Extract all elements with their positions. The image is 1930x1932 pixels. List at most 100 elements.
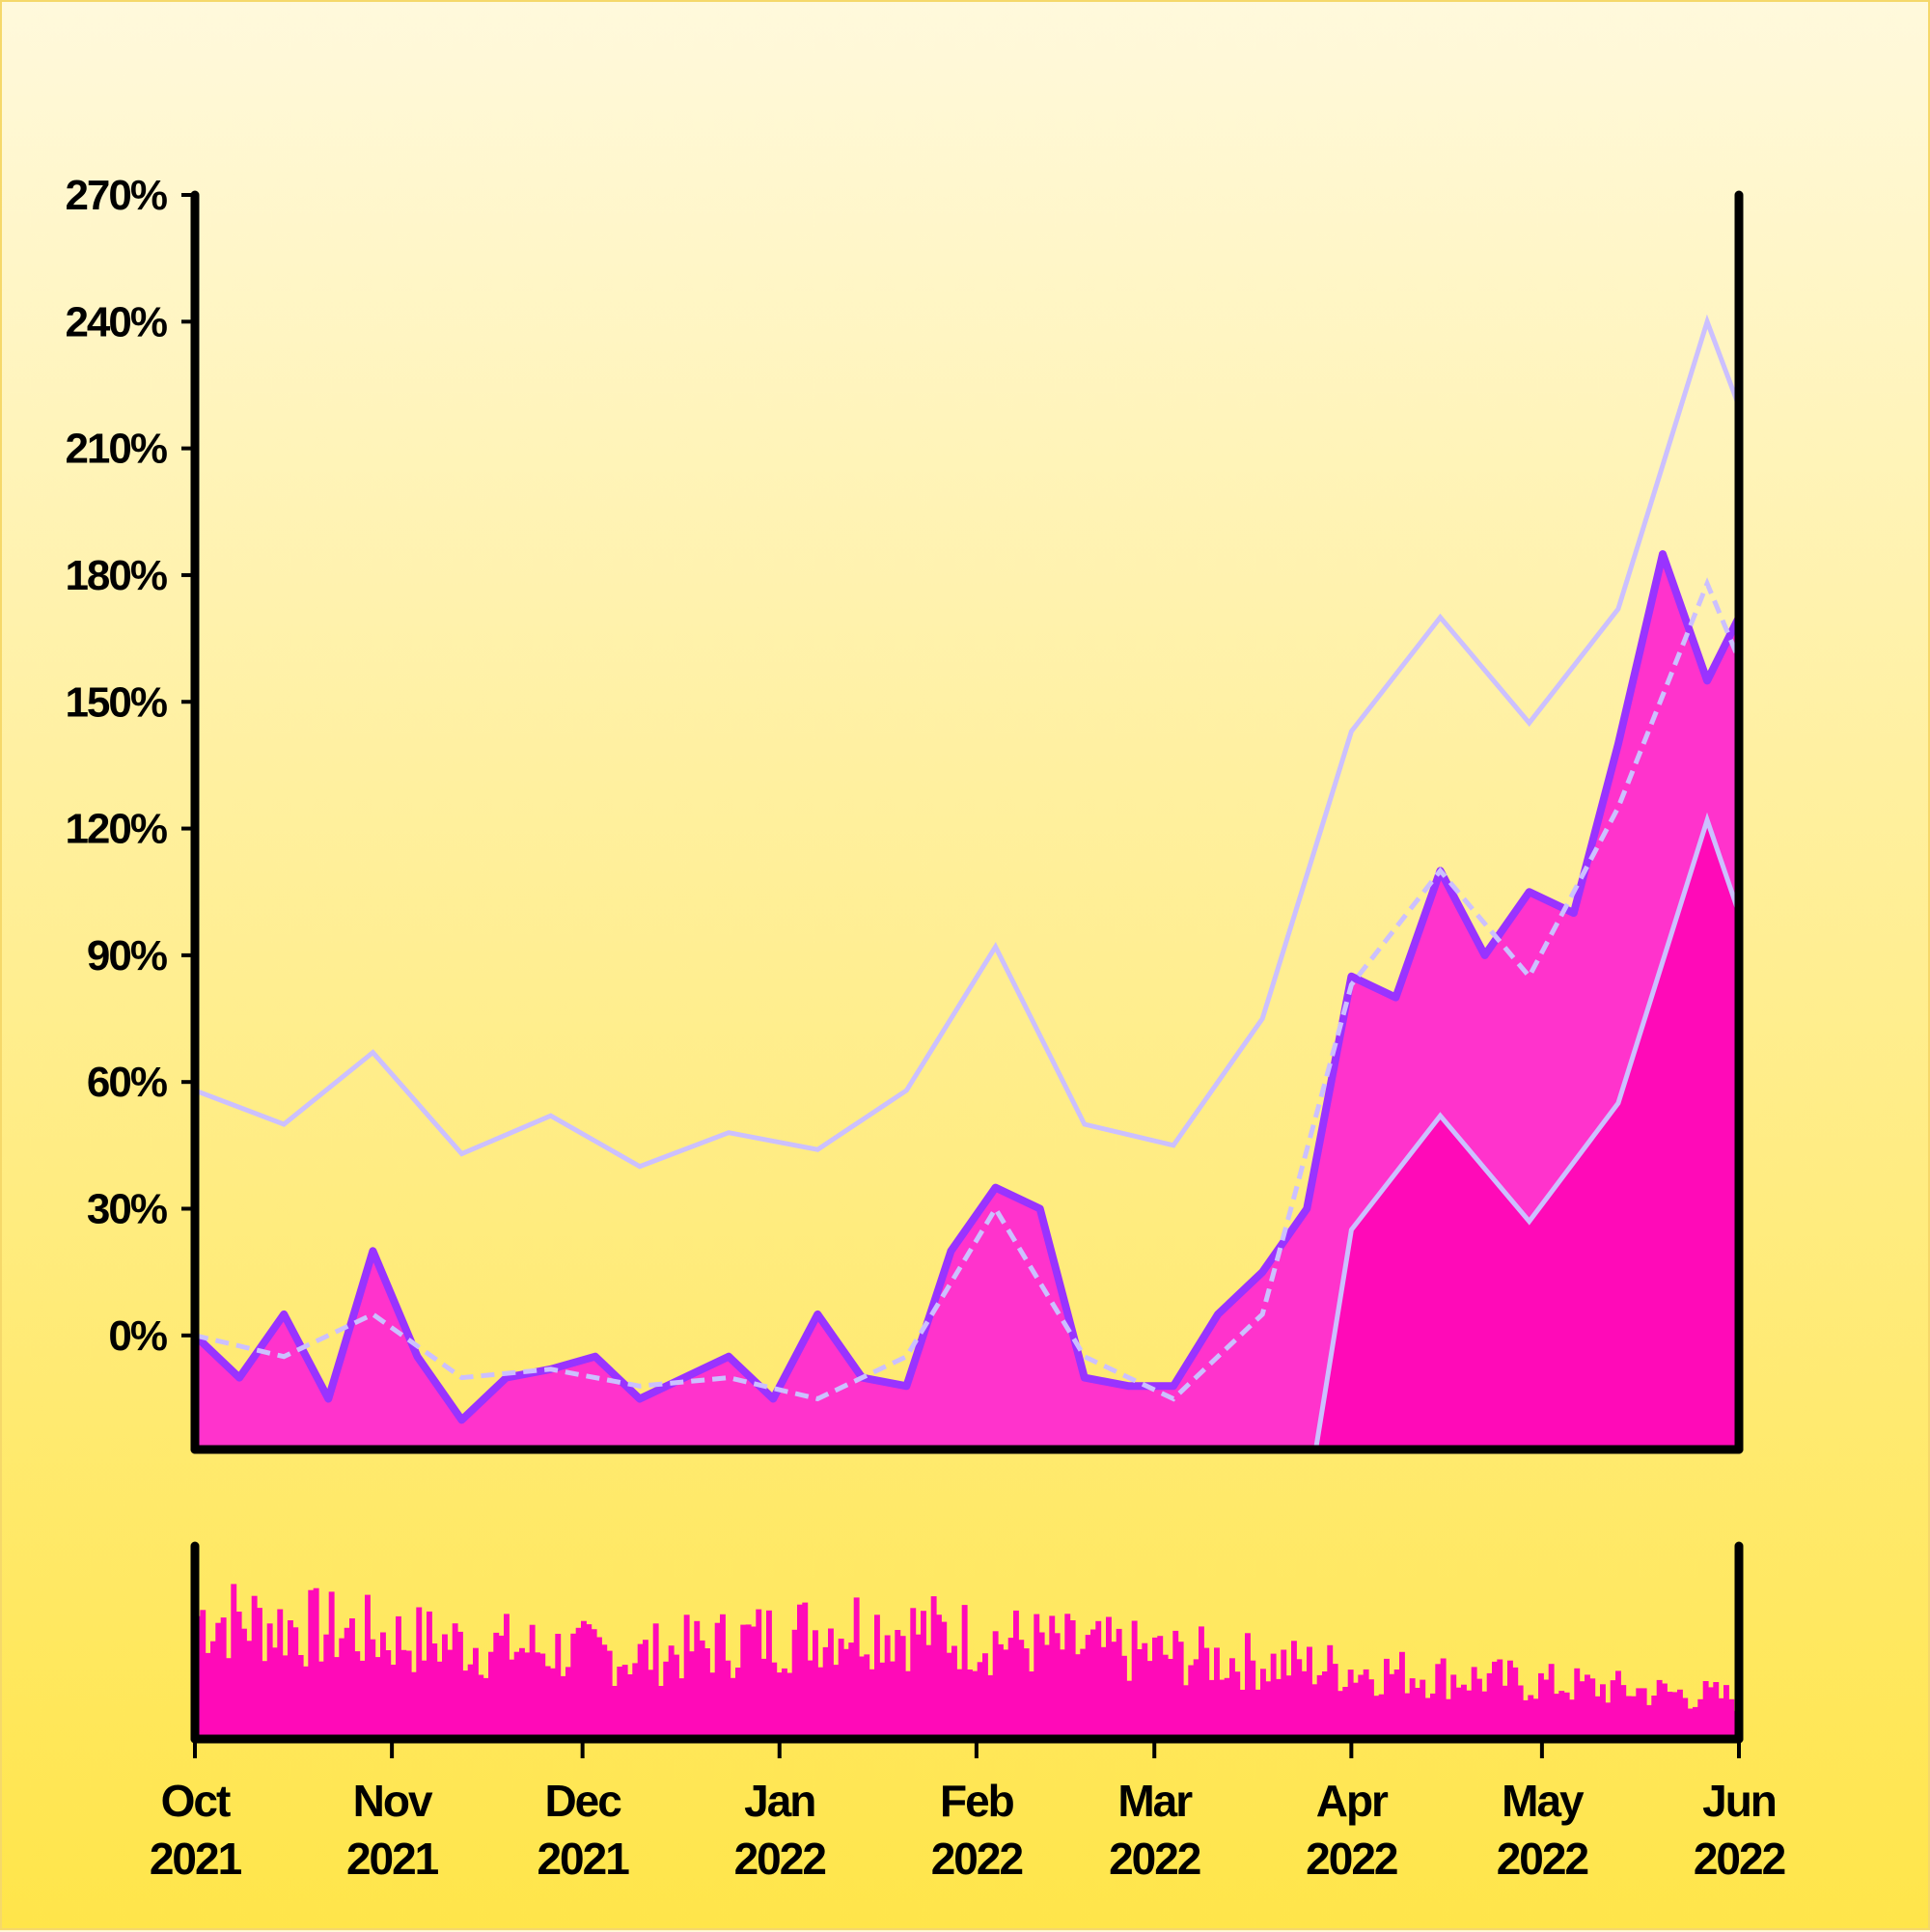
volume-bar <box>349 1618 355 1739</box>
volume-bar <box>1296 1659 1303 1739</box>
volume-bar <box>1585 1674 1590 1739</box>
y-tick-label: 60% <box>87 1059 167 1106</box>
volume-bar <box>235 1612 242 1739</box>
volume-bar <box>1111 1642 1117 1739</box>
volume-bar <box>1512 1667 1519 1739</box>
volume-bar <box>1662 1683 1668 1739</box>
volume-bar <box>621 1665 628 1739</box>
x-tick-label-month: Jan <box>744 1776 814 1826</box>
volume-bar <box>740 1624 747 1739</box>
volume-bar <box>972 1670 979 1739</box>
volume-bar <box>1322 1671 1328 1739</box>
volume-bar <box>982 1653 988 1739</box>
volume-bar <box>509 1659 515 1739</box>
volume-bar <box>1538 1672 1544 1739</box>
volume-bar <box>231 1584 237 1739</box>
volume-bar <box>843 1648 849 1739</box>
volume-bar <box>427 1611 432 1739</box>
volume-bar <box>1013 1610 1019 1739</box>
volume-bar <box>786 1672 793 1739</box>
volume-bar <box>519 1647 525 1739</box>
volume-bar <box>1656 1679 1663 1739</box>
moving-average-line <box>195 577 1739 1402</box>
volume-bar <box>1728 1698 1735 1739</box>
volume-bar <box>936 1615 942 1739</box>
volume-bar <box>1723 1685 1729 1739</box>
volume-bar <box>1188 1665 1195 1739</box>
volume-bar <box>1399 1651 1405 1739</box>
lower-band-line <box>1312 812 1739 1449</box>
volume-bar <box>853 1597 860 1739</box>
volume-bar <box>1574 1668 1581 1739</box>
volume-bar <box>1620 1685 1627 1739</box>
volume-bar <box>1095 1620 1102 1739</box>
volume-bar <box>967 1670 973 1739</box>
volume-bar <box>1029 1671 1034 1739</box>
volume-bar <box>1307 1646 1312 1739</box>
volume-bar <box>535 1652 540 1739</box>
volume-bar <box>910 1608 917 1739</box>
volume-bar <box>1152 1637 1158 1739</box>
volume-bar <box>1502 1685 1508 1739</box>
volume-bar <box>1528 1695 1534 1739</box>
volume-bar <box>813 1630 818 1739</box>
volume-bar <box>1126 1680 1133 1739</box>
volume-bar <box>1558 1691 1565 1739</box>
volume-bar <box>776 1672 783 1739</box>
volume-bar <box>648 1670 654 1739</box>
volume-bar <box>1208 1679 1215 1739</box>
volume-bar <box>1523 1699 1529 1739</box>
x-tick-label-month: Oct <box>161 1776 231 1826</box>
volume-bar <box>1291 1641 1297 1739</box>
volume-bar <box>1384 1658 1390 1739</box>
volume-bar <box>1682 1697 1689 1739</box>
volume-bar <box>1702 1681 1709 1739</box>
volume-bar <box>385 1650 392 1739</box>
volume-bar <box>390 1665 397 1739</box>
volume-bar <box>1625 1696 1632 1739</box>
volume-bar <box>643 1640 648 1739</box>
volume-bar <box>1214 1647 1220 1739</box>
volume-bar <box>524 1652 531 1739</box>
volume-bar <box>1605 1702 1612 1739</box>
y-tick-label: 240% <box>65 298 166 345</box>
volume-bar <box>1100 1646 1107 1739</box>
y-tick-label: 0% <box>108 1312 166 1360</box>
volume-bar <box>1532 1698 1539 1739</box>
volume-bar <box>925 1644 932 1739</box>
volume-bar <box>1332 1664 1338 1739</box>
volume-bar <box>1347 1670 1354 1739</box>
volume-bar <box>828 1628 834 1739</box>
volume-bar <box>1455 1687 1462 1739</box>
volume-bar <box>1636 1688 1642 1739</box>
volume-bar <box>1285 1675 1292 1739</box>
volume-bar <box>1075 1654 1081 1739</box>
volume-bar <box>720 1614 726 1739</box>
volume-bar <box>370 1639 376 1739</box>
volume-bar <box>272 1647 278 1739</box>
volume-bar <box>1424 1697 1431 1739</box>
volume-bar <box>359 1660 366 1739</box>
volume-bar <box>627 1674 633 1739</box>
volume-bar <box>405 1650 412 1739</box>
volume-bar <box>504 1614 510 1739</box>
volume-bar <box>921 1611 926 1739</box>
volume-bar <box>817 1667 824 1739</box>
volume-bar <box>771 1662 778 1739</box>
volume-bar <box>663 1661 670 1739</box>
volume-bar <box>714 1622 721 1739</box>
volume-bar <box>807 1660 813 1739</box>
volume-bar <box>436 1661 443 1739</box>
volume-bar <box>1239 1690 1246 1739</box>
volume-bar <box>1404 1693 1411 1739</box>
volume-bar <box>1281 1649 1287 1739</box>
volume-bar <box>977 1662 983 1739</box>
volume-bar <box>606 1650 613 1739</box>
volume-bar <box>992 1631 999 1739</box>
volume-bar <box>1631 1696 1637 1739</box>
volume-bar <box>1203 1647 1210 1739</box>
volume-bar <box>1034 1614 1040 1739</box>
x-tick-label-year: 2021 <box>150 1834 242 1884</box>
volume-bar <box>1353 1682 1359 1739</box>
